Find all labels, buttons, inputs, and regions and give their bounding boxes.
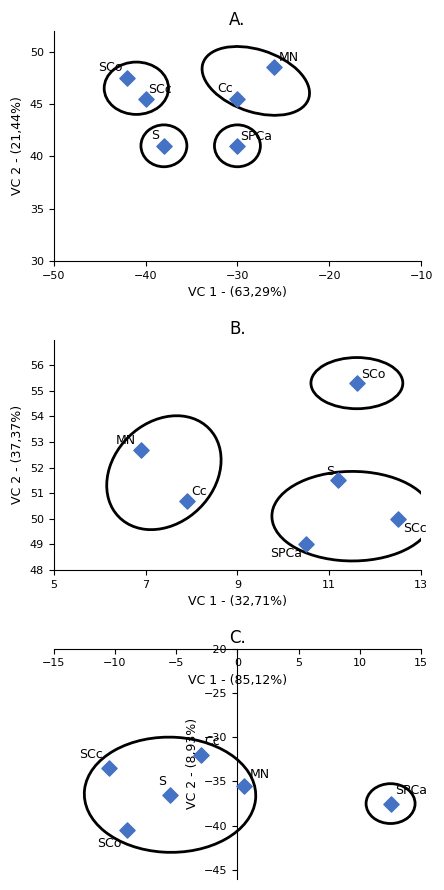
Text: SCc: SCc (148, 83, 172, 95)
Point (197, 748, 204, 762)
Text: SPCa: SPCa (396, 783, 428, 797)
Point (335, 473, 342, 488)
X-axis label: VC 1 - (85,12%): VC 1 - (85,12%) (188, 674, 287, 687)
Text: S: S (151, 129, 159, 142)
Point (123, 70, 131, 85)
Text: Cc: Cc (217, 82, 233, 94)
Text: MN: MN (116, 433, 136, 447)
Title: A.: A. (229, 11, 246, 29)
Title: C.: C. (229, 629, 246, 647)
Point (387, 797, 394, 811)
Point (166, 788, 174, 802)
Text: S: S (159, 774, 166, 788)
Text: Cc: Cc (191, 485, 207, 498)
Text: SCc: SCc (79, 748, 103, 761)
Text: SPCa: SPCa (270, 547, 302, 561)
Point (183, 494, 190, 508)
Point (234, 139, 241, 153)
Text: MN: MN (279, 51, 299, 64)
Point (353, 376, 361, 390)
Point (160, 139, 167, 153)
Point (271, 61, 278, 75)
Point (234, 92, 241, 106)
Point (137, 442, 144, 457)
Text: SCo: SCo (97, 837, 121, 850)
X-axis label: VC 1 - (32,71%): VC 1 - (32,71%) (188, 595, 287, 608)
Y-axis label: VC 2 - (21,44%): VC 2 - (21,44%) (11, 96, 24, 195)
X-axis label: VC 1 - (63,29%): VC 1 - (63,29%) (188, 287, 287, 299)
Point (240, 779, 247, 793)
Text: SCo: SCo (98, 61, 123, 74)
Text: Cc: Cc (204, 735, 220, 748)
Text: SCc: SCc (403, 522, 427, 535)
Point (105, 761, 112, 775)
Text: S: S (326, 465, 334, 478)
Text: SPCa: SPCa (240, 130, 272, 142)
Title: B.: B. (229, 320, 246, 338)
Text: SCo: SCo (361, 368, 386, 381)
Point (123, 823, 131, 837)
Text: MN: MN (250, 768, 270, 781)
Point (142, 92, 149, 106)
Y-axis label: VC 2 - (8,93%): VC 2 - (8,93%) (186, 718, 198, 809)
Point (303, 538, 310, 552)
Y-axis label: VC 2 - (37,37%): VC 2 - (37,37%) (11, 405, 24, 505)
Point (395, 512, 402, 526)
